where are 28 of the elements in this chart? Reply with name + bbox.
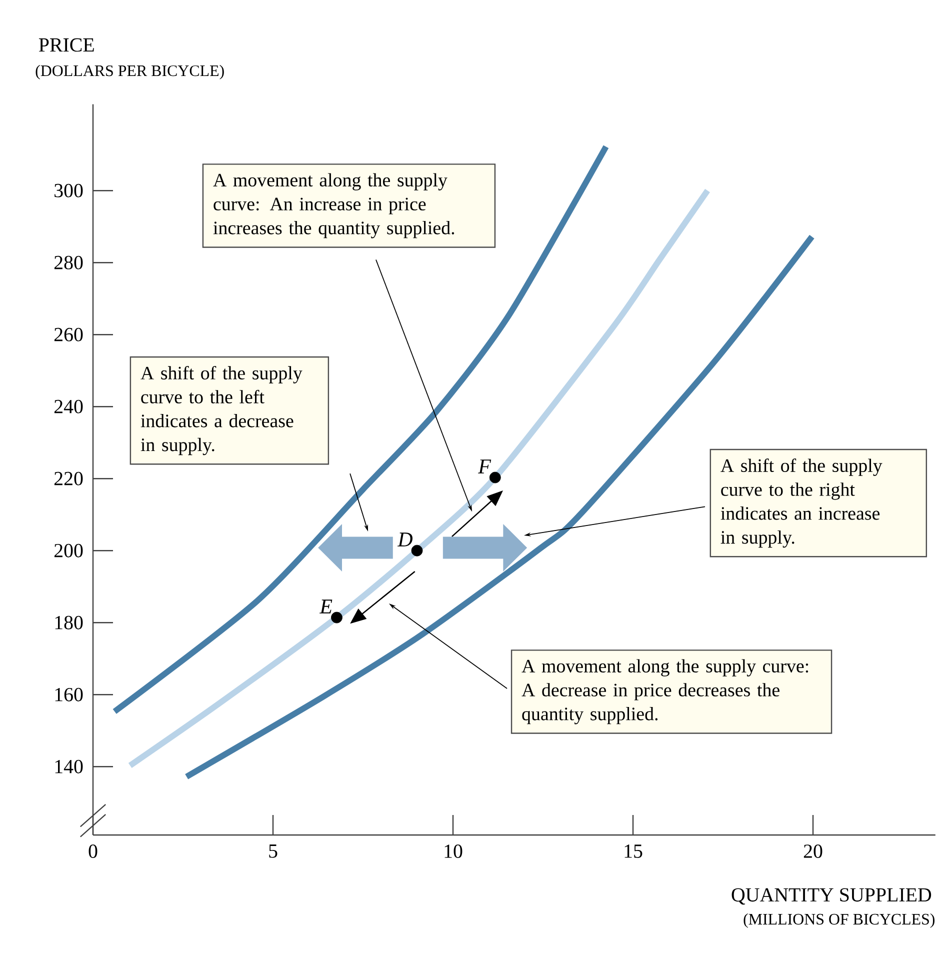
annotation: F bbox=[478, 460, 492, 474]
text: (DOLLARS PER BICYCLE) bbox=[36, 64, 224, 80]
y-tick-label: 140 bbox=[55, 760, 83, 774]
annotation: E bbox=[319, 600, 332, 614]
annotation: A movement along the supply curve: A decrease in price decreases the quantity supplied. bbox=[522, 659, 808, 724]
annotation: A shift of the supply curve to the right indicates an increase in supply. bbox=[720, 458, 882, 548]
y-tick-label: 240 bbox=[54, 400, 83, 414]
y-tick-label: 180 bbox=[55, 616, 83, 630]
y-tick-label: 280 bbox=[54, 256, 83, 270]
annotation: A shift of the supply curve to the left indicates a decrease in supply. bbox=[140, 366, 302, 456]
point bbox=[331, 612, 342, 624]
y-tick-label: 200 bbox=[54, 544, 83, 558]
point bbox=[489, 472, 501, 484]
y-tick-label: 220 bbox=[54, 472, 83, 486]
text: (MILLIONS OF BICYCLES) bbox=[744, 913, 934, 928]
annotation: D bbox=[397, 532, 412, 546]
x-tick-label: 15 bbox=[624, 844, 642, 858]
x-tick-label: 20 bbox=[804, 844, 822, 858]
y-tick-label: 260 bbox=[54, 328, 83, 342]
x-tick-label: 5 bbox=[269, 844, 278, 858]
x-axis-title: QUANTITY SUPPLIED bbox=[732, 888, 932, 905]
x-tick-label: 0 bbox=[88, 844, 98, 858]
point bbox=[411, 544, 423, 556]
y-axis-title: PRICE bbox=[38, 38, 94, 52]
annotation: A movement along the supply curve: An increase in price increases the quantity supplied. bbox=[213, 173, 454, 238]
x-tick-label: 10 bbox=[444, 844, 462, 858]
y-tick-label: 160 bbox=[55, 688, 83, 702]
y-tick-label: 300 bbox=[54, 184, 83, 198]
